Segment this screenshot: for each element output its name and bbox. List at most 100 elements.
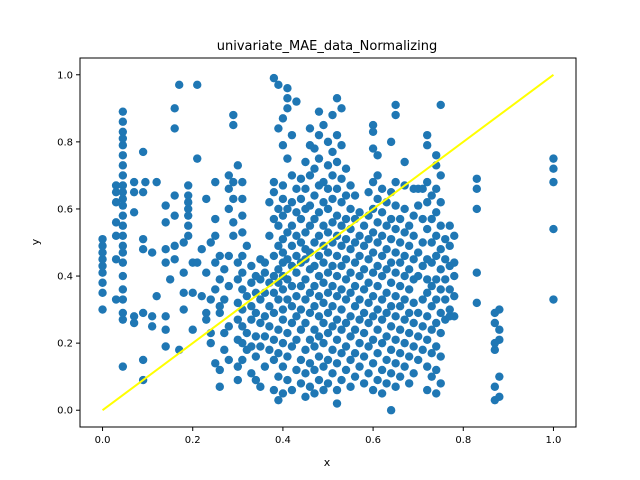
scatter-point bbox=[391, 248, 400, 257]
scatter-point bbox=[328, 171, 337, 180]
scatter-point bbox=[292, 268, 301, 277]
scatter-point bbox=[373, 238, 382, 247]
scatter-point bbox=[427, 372, 436, 381]
scatter-point bbox=[332, 335, 342, 344]
scatter-point bbox=[301, 184, 310, 194]
scatter-point bbox=[328, 261, 337, 271]
scatter-point bbox=[391, 291, 400, 301]
scatter-point bbox=[418, 184, 427, 194]
scatter-point bbox=[404, 241, 414, 251]
scatter-point bbox=[341, 234, 351, 244]
scatter-point bbox=[319, 258, 328, 267]
scatter-point bbox=[283, 352, 292, 361]
scatter-point bbox=[359, 221, 369, 230]
scatter-point bbox=[355, 315, 364, 324]
scatter-point bbox=[242, 291, 252, 301]
scatter-point bbox=[346, 355, 355, 365]
scatter-point bbox=[238, 211, 247, 220]
scatter-point bbox=[355, 362, 364, 371]
scatter-point bbox=[364, 298, 373, 308]
scatter-point bbox=[278, 362, 288, 371]
scatter-point bbox=[211, 214, 220, 224]
scatter-point bbox=[328, 302, 337, 311]
scatter-point bbox=[368, 144, 378, 153]
scatter-point bbox=[260, 332, 270, 341]
scatter-point bbox=[386, 137, 396, 147]
scatter-point bbox=[368, 248, 378, 257]
scatter-point bbox=[202, 308, 211, 318]
scatter-point bbox=[296, 305, 306, 314]
scatter-point bbox=[495, 392, 504, 402]
scatter-point bbox=[278, 114, 288, 123]
scatter-point bbox=[332, 271, 342, 281]
scatter-point bbox=[323, 204, 333, 214]
scatter-point bbox=[355, 271, 364, 281]
scatter-point bbox=[111, 255, 121, 264]
scatter-point bbox=[170, 255, 179, 264]
scatter-point bbox=[129, 187, 139, 197]
scatter-point bbox=[450, 291, 459, 301]
scatter-point bbox=[377, 365, 387, 375]
scatter-point bbox=[238, 355, 247, 365]
scatter-point bbox=[247, 261, 256, 271]
scatter-point bbox=[310, 261, 319, 271]
scatter-point bbox=[118, 127, 128, 136]
scatter-point bbox=[265, 198, 274, 207]
scatter-point bbox=[314, 352, 324, 361]
scatter-point bbox=[220, 328, 229, 338]
scatter-point bbox=[319, 120, 328, 130]
scatter-point bbox=[184, 198, 193, 207]
scatter-point bbox=[138, 187, 148, 197]
scatter-point bbox=[386, 234, 396, 244]
scatter-point bbox=[400, 157, 409, 167]
scatter-point bbox=[323, 248, 333, 257]
scatter-point bbox=[328, 110, 337, 120]
scatter-point bbox=[404, 265, 414, 274]
scatter-point bbox=[328, 147, 337, 157]
scatter-point bbox=[432, 231, 441, 240]
scatter-point bbox=[224, 204, 233, 214]
scatter-point bbox=[382, 308, 391, 318]
scatter-point bbox=[432, 208, 441, 217]
scatter-point bbox=[111, 198, 121, 207]
scatter-point bbox=[118, 211, 128, 220]
scatter-point bbox=[310, 342, 319, 351]
scatter-point bbox=[549, 224, 558, 234]
scatter-point bbox=[341, 214, 351, 224]
scatter-point bbox=[274, 372, 283, 381]
scatter-point bbox=[287, 171, 297, 180]
scatter-point bbox=[269, 335, 279, 344]
scatter-point bbox=[118, 248, 128, 257]
scatter-point bbox=[472, 298, 481, 308]
scatter-point bbox=[391, 268, 400, 277]
scatter-point bbox=[256, 318, 265, 328]
scatter-point bbox=[287, 130, 297, 140]
scatter-point bbox=[409, 369, 418, 378]
scatter-point bbox=[118, 271, 128, 281]
scatter-point bbox=[364, 342, 373, 351]
scatter-point bbox=[364, 187, 373, 197]
scatter-point bbox=[224, 281, 233, 291]
scatter-point bbox=[337, 221, 346, 230]
scatter-point bbox=[233, 375, 243, 385]
scatter-point bbox=[341, 191, 351, 200]
scatter-point bbox=[400, 251, 409, 261]
scatter-point bbox=[373, 325, 382, 334]
scatter-point bbox=[274, 221, 283, 230]
scatter-point bbox=[368, 120, 378, 130]
scatter-point bbox=[118, 231, 128, 240]
scatter-point bbox=[409, 211, 418, 220]
scatter-point bbox=[391, 359, 400, 368]
scatter-point bbox=[220, 265, 229, 274]
scatter-point bbox=[138, 147, 148, 157]
scatter-point bbox=[395, 302, 405, 311]
scatter-point bbox=[118, 171, 128, 180]
y-tick-label: 0.4 bbox=[57, 272, 73, 283]
scatter-point bbox=[256, 382, 265, 391]
scatter-point bbox=[332, 130, 342, 140]
scatter-point bbox=[450, 312, 459, 321]
scatter-point bbox=[391, 177, 400, 187]
scatter-point bbox=[278, 211, 288, 220]
scatter-point bbox=[350, 349, 360, 358]
scatter-point bbox=[450, 271, 459, 281]
